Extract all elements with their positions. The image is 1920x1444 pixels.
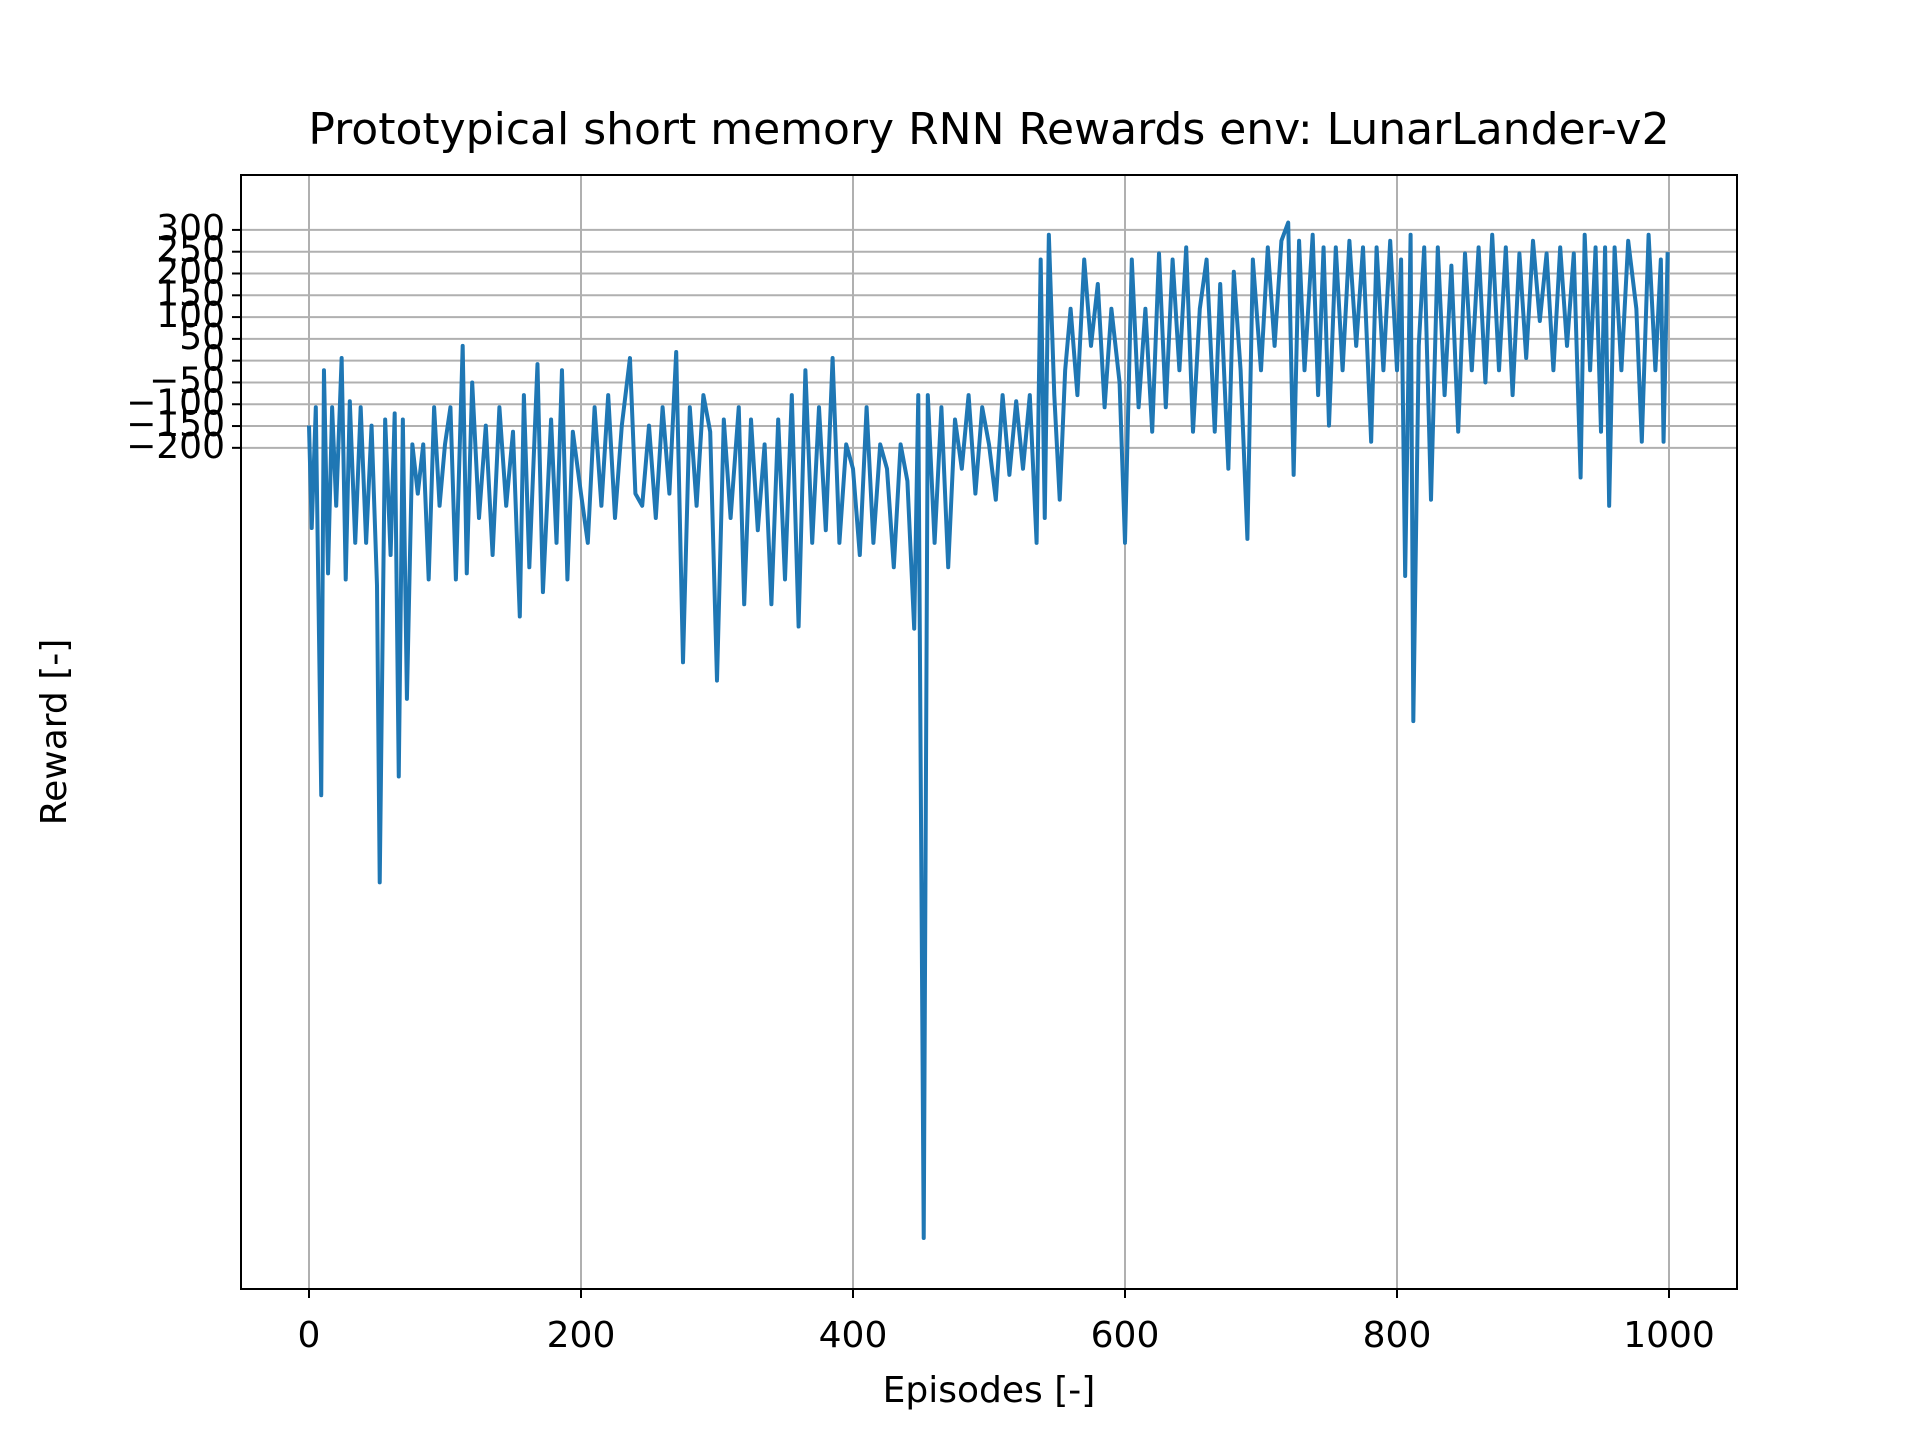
y-tick-label: 150 [156,273,225,314]
y-tick-label: 0 [202,339,225,380]
x-tick-label: 0 [298,1315,321,1356]
x-tick-label: 600 [1091,1315,1160,1356]
y-axis-label: Reward [-] [34,639,75,826]
x-tick-label: 1000 [1623,1315,1715,1356]
y-tick-label: 50 [179,317,225,358]
x-tick-label: 400 [819,1315,888,1356]
x-axis-label: Episodes [-] [883,1370,1096,1411]
x-tick-label: 200 [547,1315,616,1356]
data-line [307,220,1670,1241]
y-tick-label: −200 [126,426,225,467]
y-tick-label: 300 [156,208,225,249]
y-tick-label: −100 [126,382,225,423]
y-tick-label: −150 [126,404,225,445]
x-tick-label: 800 [1363,1315,1432,1356]
y-tick-label: 200 [156,251,225,292]
y-tick-label: −50 [149,360,225,401]
plot-frame [240,174,1738,1290]
y-tick-label: 250 [156,230,225,271]
y-tick-label: 100 [156,295,225,336]
chart-title: Prototypical short memory RNN Rewards en… [308,104,1669,155]
